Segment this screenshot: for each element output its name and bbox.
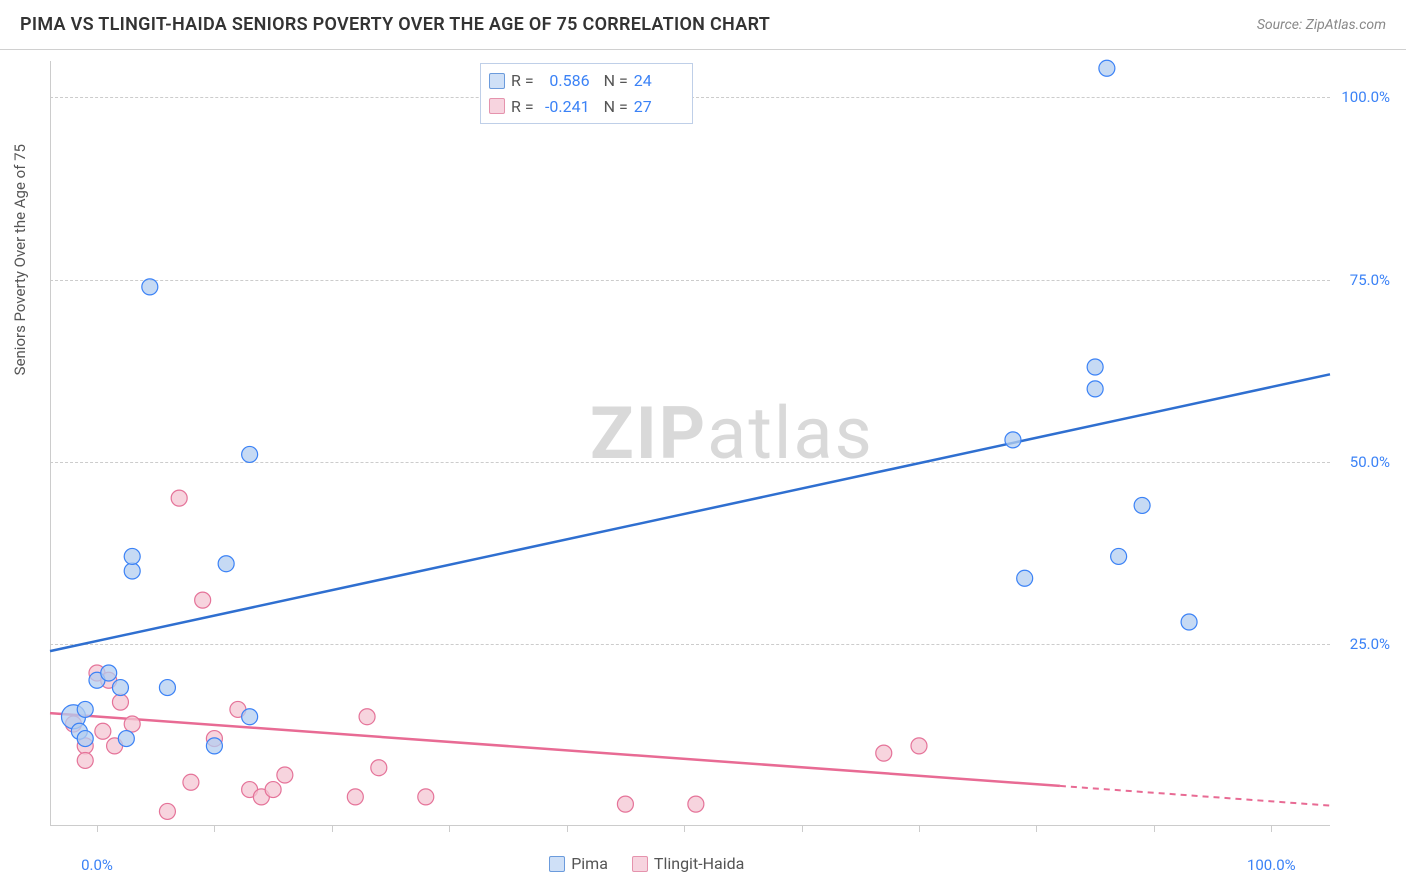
scatter-point bbox=[617, 796, 633, 812]
scatter-point bbox=[195, 592, 211, 608]
legend-swatch bbox=[489, 98, 505, 114]
scatter-point bbox=[1005, 432, 1021, 448]
scatter-point bbox=[1181, 614, 1197, 630]
scatter-point bbox=[171, 490, 187, 506]
y-tick-label: 75.0% bbox=[1335, 271, 1390, 289]
scatter-point bbox=[277, 767, 293, 783]
scatter-point bbox=[112, 694, 128, 710]
scatter-point bbox=[206, 738, 222, 754]
x-tick bbox=[97, 826, 98, 832]
trend-line bbox=[50, 713, 1060, 786]
scatter-point bbox=[1087, 359, 1103, 375]
source-label: Source: ZipAtlas.com bbox=[1257, 17, 1386, 33]
scatter-point bbox=[77, 701, 93, 717]
y-tick-label: 25.0% bbox=[1335, 635, 1390, 653]
scatter-point bbox=[77, 752, 93, 768]
chart-title: PIMA VS TLINGIT-HAIDA SENIORS POVERTY OV… bbox=[20, 14, 770, 35]
stats-panel: R =0.586N =24R =-0.241N =27 bbox=[480, 63, 693, 124]
y-tick-label: 100.0% bbox=[1335, 88, 1390, 106]
scatter-point bbox=[418, 789, 434, 805]
stats-row: R =-0.241N =27 bbox=[489, 94, 684, 120]
scatter-svg bbox=[50, 61, 1330, 826]
x-tick bbox=[332, 826, 333, 832]
x-tick bbox=[449, 826, 450, 832]
scatter-point bbox=[77, 731, 93, 747]
scatter-point bbox=[688, 796, 704, 812]
scatter-point bbox=[1017, 570, 1033, 586]
x-tick bbox=[1036, 826, 1037, 832]
x-tick bbox=[214, 826, 215, 832]
x-tick bbox=[1154, 826, 1155, 832]
stats-row: R =0.586N =24 bbox=[489, 68, 684, 94]
legend-swatch bbox=[489, 73, 505, 89]
x-tick bbox=[567, 826, 568, 832]
y-axis-label: Seniors Poverty Over the Age of 75 bbox=[11, 144, 29, 375]
scatter-point bbox=[876, 745, 892, 761]
x-tick-label: 100.0% bbox=[1247, 856, 1296, 874]
legend-item: Tlingit-Haida bbox=[632, 854, 744, 873]
scatter-point bbox=[265, 782, 281, 798]
scatter-point bbox=[118, 731, 134, 747]
scatter-point bbox=[242, 709, 258, 725]
scatter-point bbox=[159, 803, 175, 819]
scatter-point bbox=[1134, 497, 1150, 513]
scatter-point bbox=[218, 556, 234, 572]
scatter-point bbox=[101, 665, 117, 681]
legend-swatch bbox=[549, 856, 565, 872]
scatter-point bbox=[112, 680, 128, 696]
series-legend: Pima Tlingit-Haida bbox=[549, 854, 744, 873]
y-tick-label: 50.0% bbox=[1335, 453, 1390, 471]
scatter-point bbox=[347, 789, 363, 805]
x-tick bbox=[802, 826, 803, 832]
scatter-point bbox=[242, 446, 258, 462]
scatter-point bbox=[371, 760, 387, 776]
scatter-point bbox=[1099, 60, 1115, 76]
chart-header: PIMA VS TLINGIT-HAIDA SENIORS POVERTY OV… bbox=[0, 0, 1406, 50]
trend-line bbox=[1060, 786, 1330, 806]
legend-item: Pima bbox=[549, 854, 608, 873]
x-tick-label: 0.0% bbox=[81, 856, 113, 874]
scatter-point bbox=[124, 716, 140, 732]
x-tick bbox=[1271, 826, 1272, 832]
scatter-point bbox=[159, 680, 175, 696]
scatter-point bbox=[359, 709, 375, 725]
scatter-point bbox=[183, 774, 199, 790]
legend-label: Pima bbox=[571, 854, 608, 873]
scatter-point bbox=[95, 723, 111, 739]
scatter-point bbox=[1087, 381, 1103, 397]
scatter-point bbox=[124, 548, 140, 564]
x-tick bbox=[919, 826, 920, 832]
x-tick bbox=[684, 826, 685, 832]
scatter-plot: ZIPatlas R =0.586N =24R =-0.241N =27 25.… bbox=[50, 61, 1330, 826]
legend-label: Tlingit-Haida bbox=[654, 854, 744, 873]
legend-swatch bbox=[632, 856, 648, 872]
scatter-point bbox=[911, 738, 927, 754]
scatter-point bbox=[1111, 548, 1127, 564]
scatter-point bbox=[142, 279, 158, 295]
scatter-point bbox=[124, 563, 140, 579]
